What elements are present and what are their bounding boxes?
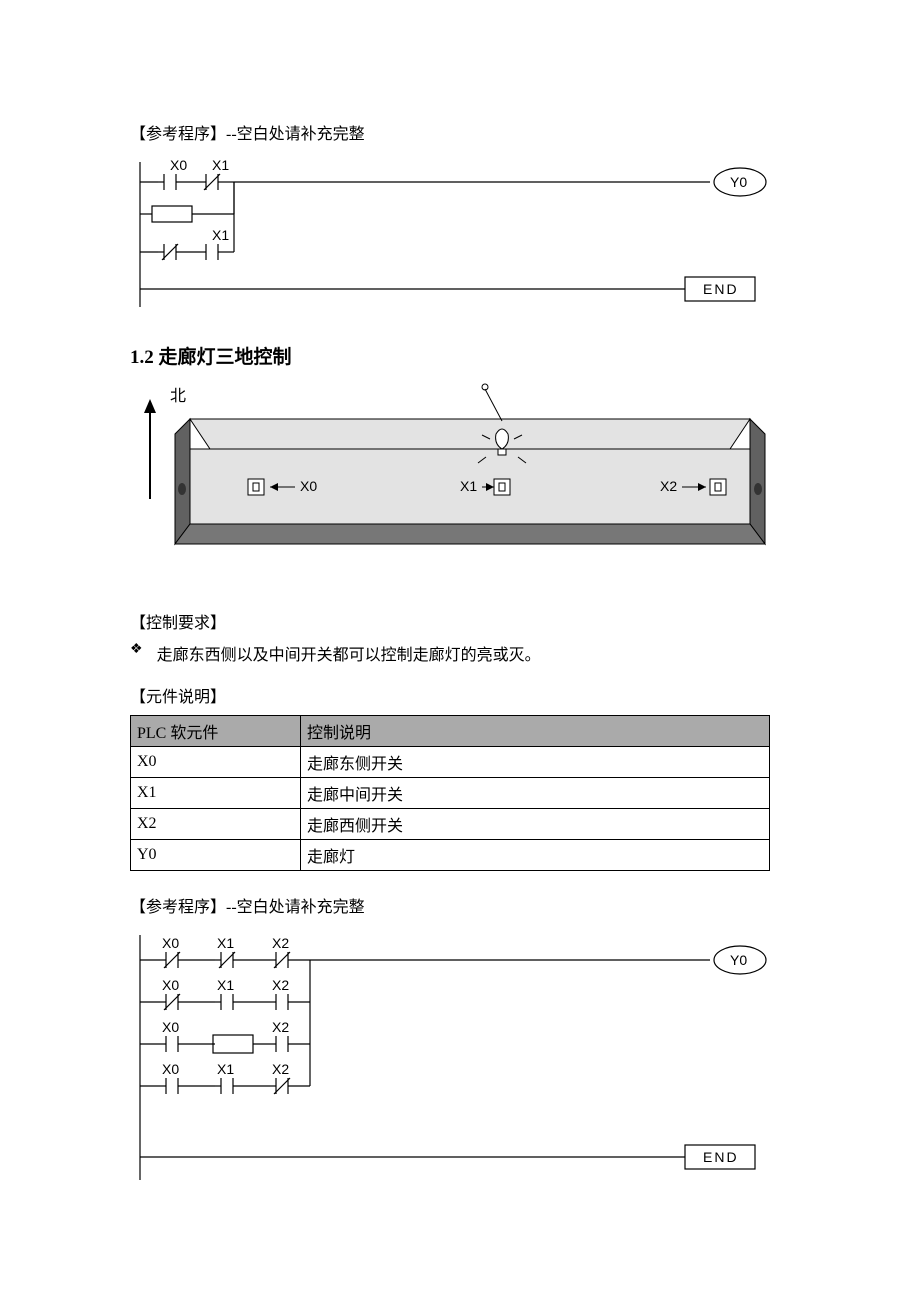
contact-label: X0 <box>170 157 187 173</box>
table-row: X1走廊中间开关 <box>131 778 770 809</box>
svg-text:X1: X1 <box>217 977 234 993</box>
program-label-1: 【参考程序】--空白处请补充完整 <box>130 120 790 144</box>
switch-label: X2 <box>660 478 677 494</box>
table-header: PLC 软元件 <box>131 716 301 747</box>
bullet-icon: ❖ <box>130 641 143 658</box>
north-label: 北 <box>170 387 186 405</box>
program-label-2: 【参考程序】--空白处请补充完整 <box>130 893 790 917</box>
svg-text:X2: X2 <box>272 935 289 951</box>
table-cell: X1 <box>131 778 301 809</box>
switch-label: X0 <box>300 478 317 494</box>
svg-text:X0: X0 <box>162 977 179 993</box>
end-label: END <box>703 1149 739 1165</box>
control-req-text: 走廊东西侧以及中间开关都可以控制走廊灯的亮或灭。 <box>157 641 541 665</box>
table-row: Y0走廊灯 <box>131 840 770 871</box>
svg-text:X0: X0 <box>162 935 179 951</box>
coil-label: Y0 <box>730 952 747 968</box>
control-req-row: ❖ 走廊东西侧以及中间开关都可以控制走廊灯的亮或灭。 <box>130 641 790 665</box>
coil-label: Y0 <box>730 174 747 190</box>
svg-text:X2: X2 <box>272 1061 289 1077</box>
ladder-diagram-1: X0 X1 Y0 X1 <box>130 152 790 312</box>
table-cell: Y0 <box>131 840 301 871</box>
table-cell: 走廊灯 <box>301 840 770 871</box>
svg-text:X2: X2 <box>272 977 289 993</box>
component-table: PLC 软元件 控制说明 X0走廊东侧开关X1走廊中间开关X2走廊西侧开关Y0走… <box>130 715 770 871</box>
corridor-diagram: 北 X0 X1 X2 <box>130 379 790 584</box>
svg-text:X2: X2 <box>272 1019 289 1035</box>
section-heading: 1.2 走廊灯三地控制 <box>130 342 790 369</box>
control-req-label: 【控制要求】 <box>130 609 790 633</box>
svg-text:X0: X0 <box>162 1019 179 1035</box>
svg-text:X0: X0 <box>162 1061 179 1077</box>
switch-label: X1 <box>460 478 477 494</box>
ladder-diagram-2: Y0 END X0 X1 X2 X0 X1 X2 X0 X2 X0 X1 X2 <box>130 925 790 1185</box>
table-row: X2走廊西侧开关 <box>131 809 770 840</box>
end-label: END <box>703 281 739 297</box>
table-cell: 走廊西侧开关 <box>301 809 770 840</box>
svg-text:X1: X1 <box>217 935 234 951</box>
table-cell: X2 <box>131 809 301 840</box>
table-row: X0走廊东侧开关 <box>131 747 770 778</box>
contact-label: X1 <box>212 157 229 173</box>
contact-label: X1 <box>212 227 229 243</box>
table-cell: 走廊中间开关 <box>301 778 770 809</box>
table-header: 控制说明 <box>301 716 770 747</box>
svg-text:X1: X1 <box>217 1061 234 1077</box>
component-label: 【元件说明】 <box>130 683 790 707</box>
table-cell: X0 <box>131 747 301 778</box>
table-cell: 走廊东侧开关 <box>301 747 770 778</box>
